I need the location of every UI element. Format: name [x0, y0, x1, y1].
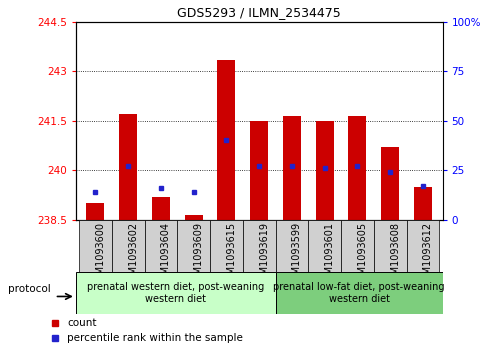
Bar — [144, 220, 177, 272]
Bar — [380, 147, 398, 220]
Bar — [76, 272, 275, 314]
Bar — [275, 220, 307, 272]
Text: GSM1093619: GSM1093619 — [259, 222, 268, 287]
Text: GSM1093615: GSM1093615 — [226, 222, 236, 287]
Bar — [112, 220, 144, 272]
Bar — [152, 196, 170, 220]
Bar — [283, 116, 300, 220]
Bar — [210, 220, 243, 272]
Title: GDS5293 / ILMN_2534475: GDS5293 / ILMN_2534475 — [177, 6, 340, 19]
Bar — [275, 272, 442, 314]
Bar — [413, 187, 431, 220]
Bar — [177, 220, 210, 272]
Text: GSM1093604: GSM1093604 — [161, 222, 171, 287]
Bar — [307, 220, 340, 272]
Text: percentile rank within the sample: percentile rank within the sample — [67, 333, 243, 343]
Text: protocol: protocol — [8, 284, 50, 294]
Text: GSM1093608: GSM1093608 — [389, 222, 399, 287]
Bar — [119, 114, 137, 220]
Text: GSM1093602: GSM1093602 — [128, 222, 138, 287]
Bar — [406, 220, 438, 272]
Text: GSM1093612: GSM1093612 — [422, 222, 432, 287]
Text: GSM1093599: GSM1093599 — [291, 222, 301, 287]
Bar — [243, 220, 275, 272]
Bar — [250, 121, 267, 220]
Bar — [79, 220, 112, 272]
Bar — [347, 116, 366, 220]
Bar — [315, 121, 333, 220]
Text: prenatal western diet, post-weaning
western diet: prenatal western diet, post-weaning west… — [87, 282, 264, 304]
Bar — [373, 220, 406, 272]
Bar — [340, 220, 373, 272]
Text: GSM1093609: GSM1093609 — [193, 222, 203, 287]
Bar — [184, 215, 202, 220]
Bar — [217, 60, 235, 220]
Text: count: count — [67, 318, 96, 328]
Text: GSM1093600: GSM1093600 — [95, 222, 105, 287]
Text: GSM1093601: GSM1093601 — [324, 222, 334, 287]
Bar — [86, 203, 104, 220]
Text: prenatal low-fat diet, post-weaning
western diet: prenatal low-fat diet, post-weaning west… — [273, 282, 444, 304]
Text: GSM1093605: GSM1093605 — [357, 222, 366, 287]
